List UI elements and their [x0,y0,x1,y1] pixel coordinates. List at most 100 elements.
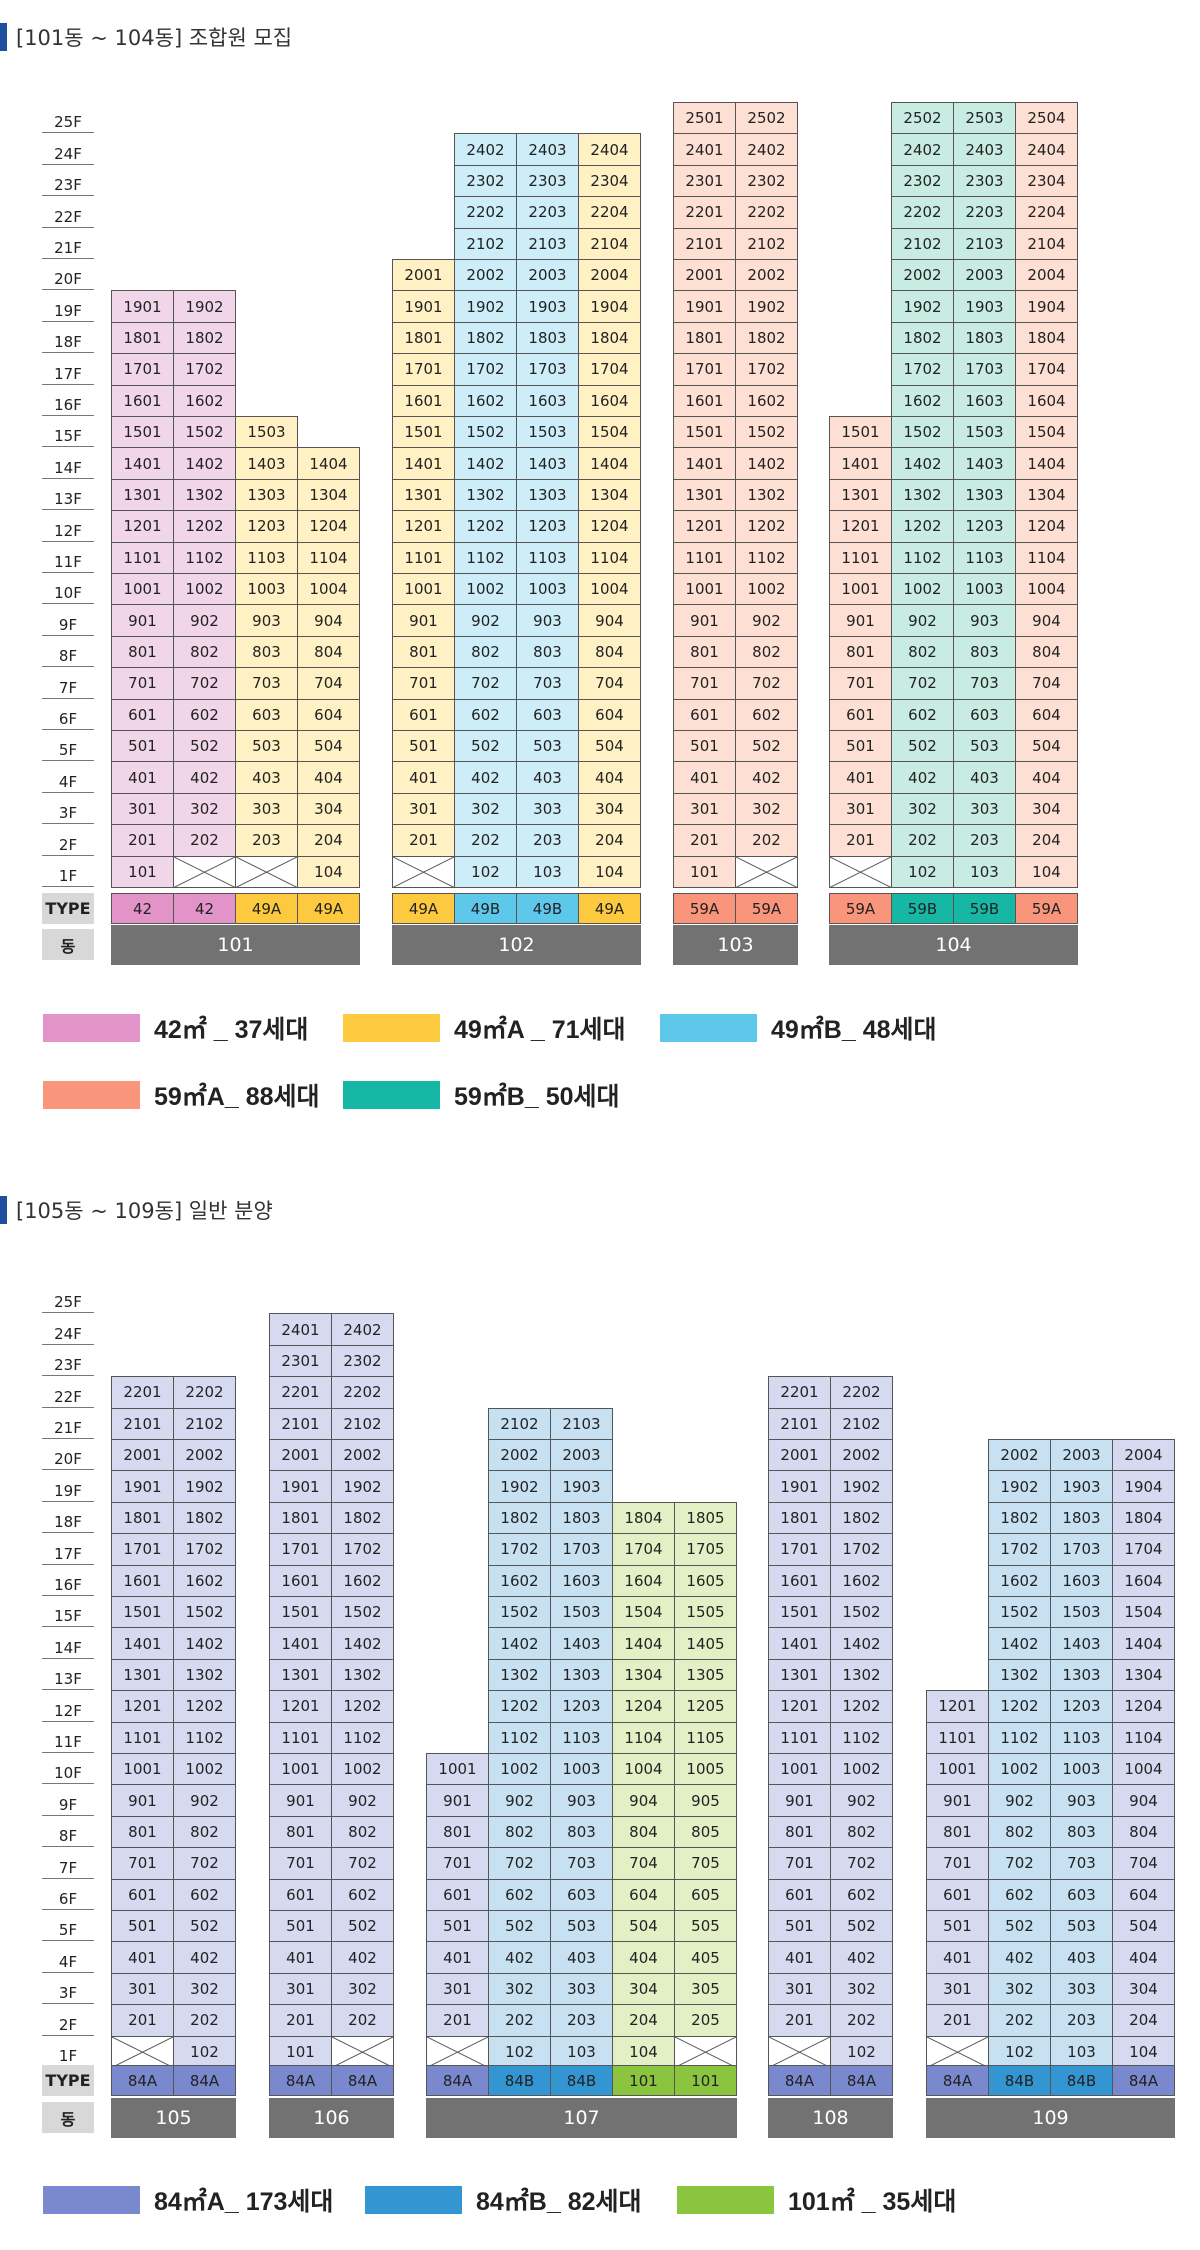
empty-unit-cross-icon [769,2037,830,2067]
unit-cell: 603 [235,698,298,731]
unit-cell: 402 [331,1941,394,1974]
unit-cell: 404 [612,1941,675,1974]
unit-cell: 1902 [830,1470,893,1503]
unit-cell: 1102 [173,1721,236,1754]
floor-label: 21F [42,1408,94,1439]
unit-cell: 601 [111,698,174,731]
legend-text: 84㎡B_ 82세대 [476,2188,642,2216]
unit-cell: 1804 [578,321,641,355]
unit-cell: 1903 [550,1470,613,1503]
unit-cell: 404 [578,761,641,794]
unit-cell: 1303 [953,478,1016,512]
unit-cell: 1203 [953,510,1016,543]
legend-text: 49㎡A _ 71세대 [454,1016,626,1044]
unit-cell: 1703 [516,353,579,386]
unit-cell: 2302 [454,164,517,198]
unit-cell: 304 [612,1972,675,2006]
unit-cell: 1602 [488,1564,551,1597]
unit-cell: 501 [768,1910,831,1943]
unit-cell: 1301 [111,478,174,512]
unit-cell: 1102 [331,1721,394,1754]
type-cell: 101 [674,2065,737,2096]
unit-cell: 2302 [891,164,954,198]
unit-cell: 1604 [1112,1564,1175,1597]
unit-cell: 1801 [111,321,174,355]
floor-label: 3F [42,1973,94,2005]
unit-cell: 1603 [1050,1564,1113,1597]
legend-text: 59㎡B_ 50세대 [454,1083,620,1111]
unit-cell: 1502 [454,416,517,449]
unit-cell: 701 [768,1847,831,1880]
unit-cell: 303 [1050,1972,1113,2006]
unit-cell: 902 [735,604,798,637]
floor-label: 7F [42,1847,94,1879]
unit-cell: 1604 [578,384,641,417]
legend-item: 101㎡ _ 35세대 [677,2182,956,2218]
unit-cell: 2002 [331,1439,394,1472]
unit-cell: 1302 [830,1658,893,1692]
unit-cell: 1504 [1015,416,1078,449]
unit-cell: 904 [578,604,641,637]
unit-cell: 701 [673,667,736,700]
unit-cell: 2102 [173,1407,236,1440]
type-cell: 59B [953,893,1016,924]
unit-cell: 1903 [1050,1470,1113,1503]
unit-cell: 602 [830,1878,893,1911]
unit-cell: 1503 [235,416,298,449]
dong-label: 108 [768,2098,893,2138]
unit-cell: 401 [768,1941,831,1974]
unit-cell: 2104 [1015,227,1078,260]
unit-cell: 204 [578,824,641,857]
unit-cell: 301 [426,1972,489,2006]
floor-label: 24F [42,133,94,165]
unit-cell: 601 [829,698,892,731]
unit-cell: 403 [516,761,579,794]
unit-cell: 2304 [578,164,641,198]
floor-label: 13F [42,1659,94,1691]
unit-cell: 503 [235,730,298,763]
unit-cell: 1604 [612,1564,675,1597]
unit-cell: 1702 [988,1533,1051,1566]
unit-cell: 1502 [488,1596,551,1629]
unit-cell: 704 [1015,667,1078,700]
floor-label: 21F [42,228,94,259]
unit-cell: 1103 [516,541,579,574]
floor-label: 7F [42,667,94,699]
unit-cell: 803 [550,1815,613,1849]
unit-cell: 1902 [988,1470,1051,1503]
unit-cell: 901 [829,604,892,637]
dong-label: 101 [111,925,360,965]
unit-cell: 1401 [111,1627,174,1660]
unit-cell: 1504 [612,1596,675,1629]
unit-cell: 2404 [578,133,641,166]
unit-cell: 101 [269,2035,332,2068]
unit-cell: 1503 [516,416,579,449]
type-cell: 84A [768,2065,831,2096]
unit-cell: 1804 [1015,321,1078,355]
unit-cell: 2102 [488,1407,551,1440]
type-cell: 84A [173,2065,236,2096]
type-cell: 49B [516,893,579,924]
unit-cell: 601 [426,1878,489,1911]
unit-cell: 902 [454,604,517,637]
unit-cell: 1204 [1015,510,1078,543]
unit-cell: 605 [674,1878,737,1911]
unit-cell: 1503 [953,416,1016,449]
unit-cell: 1303 [550,1658,613,1692]
unit-cell: 1603 [953,384,1016,417]
legend-text: 84㎡A_ 173세대 [154,2188,334,2216]
legend-swatch [677,2186,774,2214]
unit-cell: 601 [926,1878,989,1911]
unit-cell: 1302 [735,478,798,512]
floor-label: 5F [42,1910,94,1942]
unit-cell: 1802 [988,1501,1051,1535]
unit-cell: 302 [331,1972,394,2006]
unit-cell: 1902 [735,290,798,323]
unit-cell: 602 [988,1878,1051,1911]
unit-cell: 2202 [735,196,798,229]
unit-cell: 1405 [674,1627,737,1660]
unit-cell: 104 [297,855,360,888]
unit-cell: 1904 [1015,290,1078,323]
unit-cell: 502 [988,1910,1051,1943]
